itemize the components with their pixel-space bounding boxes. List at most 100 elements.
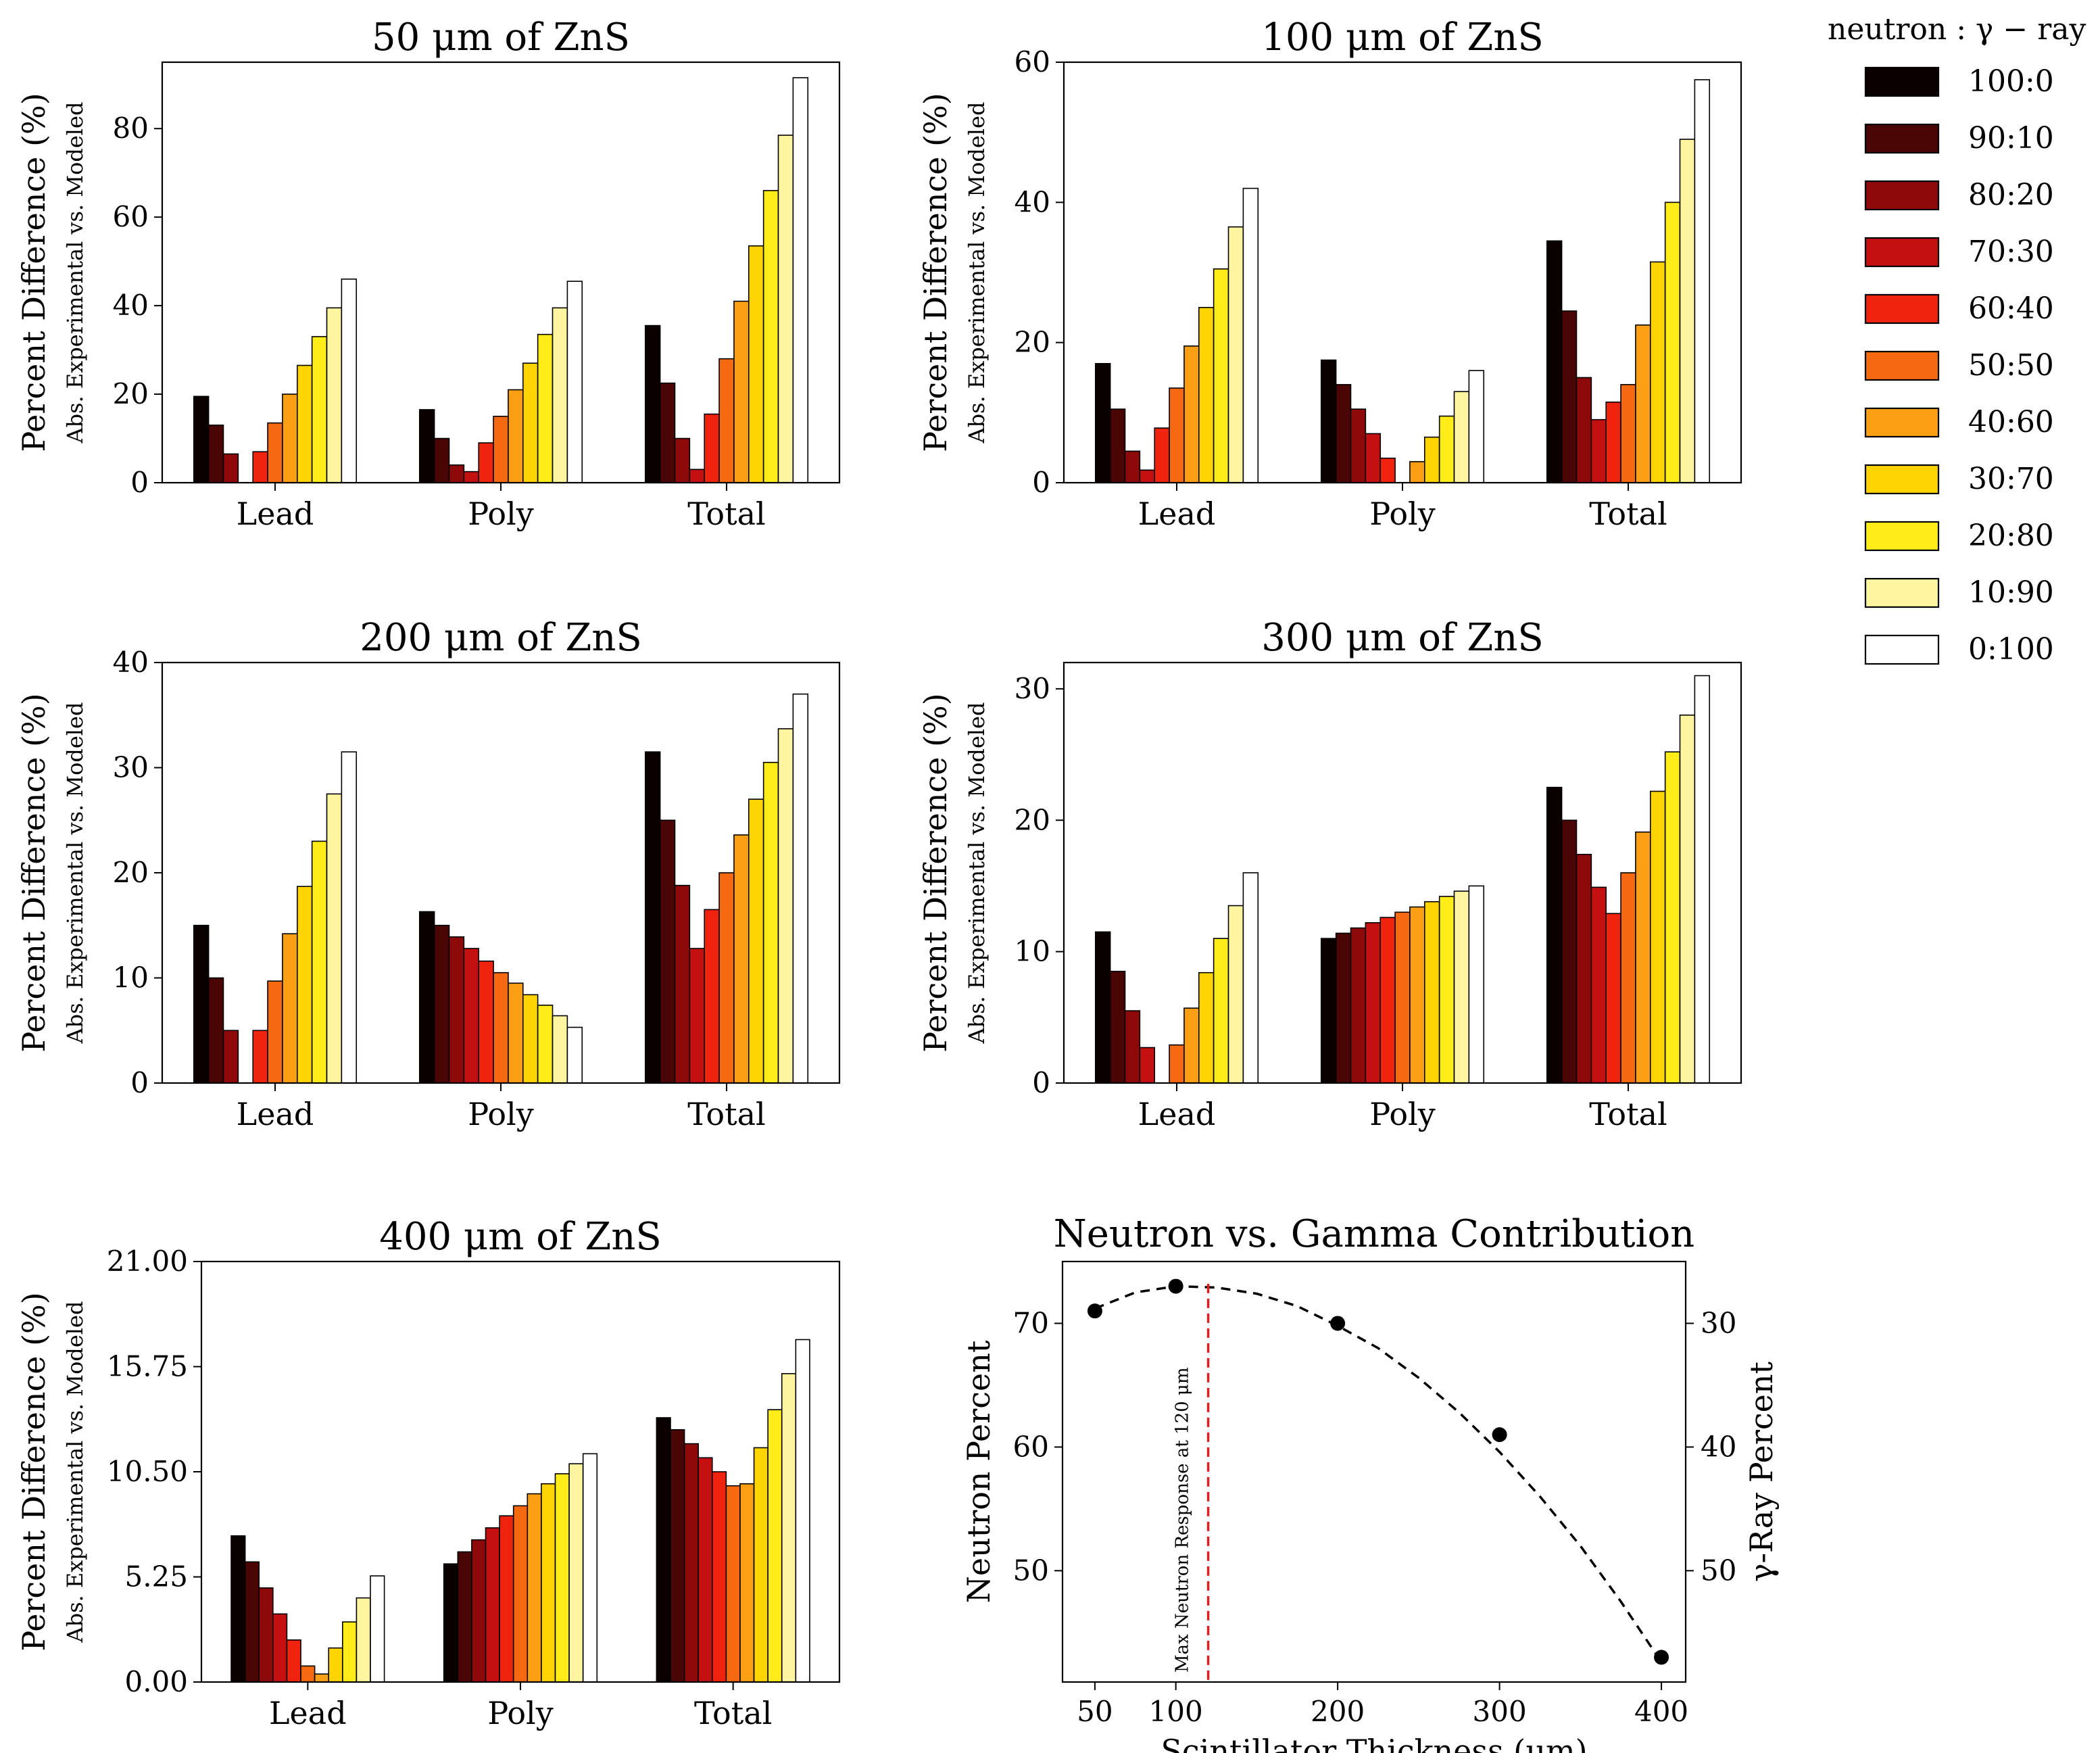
bar-poly-100-0 [418,409,435,483]
bar-total-20-80 [762,190,779,483]
y-axis-label: Neutron Percent [960,1340,997,1603]
bar-lead-0-100 [370,1575,385,1683]
plot-frame [1063,661,1742,1084]
fit-curve [1094,1284,1663,1663]
bar-poly-0-100 [1468,885,1485,1084]
legend-swatch-0-100 [1864,634,1940,665]
y-tick-label: 30 [1015,672,1050,705]
bar-lead-80-20 [1124,450,1141,483]
y-tick-label: 0 [1032,1066,1050,1099]
x-tick-label: Total [687,1096,765,1132]
x-axis-label: Scintillator Thickness (μm) [1161,1733,1587,1753]
bar-total-10-90 [1679,714,1696,1084]
bar-poly-50-50 [493,971,509,1084]
neutron-gamma-chart: Neutron vs. Gamma Contribution Max Neutro… [960,1212,1780,1753]
y-tick-label: 10 [113,961,149,994]
bar-lead-30-70 [1198,307,1215,483]
bar-total-40-60 [1635,831,1651,1084]
bar-total-20-80 [1664,201,1681,483]
y-axis-sublabel: Abs. Experimental vs. Modeled [964,702,990,1044]
data-point [1492,1427,1507,1443]
bar-lead-50-50 [267,422,283,483]
bar-poly-100-0 [443,1563,459,1683]
bar-lead-100-0 [193,924,210,1084]
bar-lead-40-60 [1183,1007,1200,1084]
y-axis-label: Percent Difference (%) [917,693,954,1052]
x-tick-label: Total [1589,1096,1667,1132]
y-tick-label: 60 [1013,1430,1049,1463]
bar-lead-70-30 [1139,1047,1156,1084]
bar-poly-60-40 [499,1515,514,1683]
x-tick-label: Poly [1369,496,1435,532]
bar-lead-30-70 [1198,971,1215,1084]
bar-total-70-30 [689,948,706,1084]
bar-poly-70-30 [1365,922,1382,1084]
bar-chart-3: 200 μm of ZnS Lead Poly Total 0 10 20 30 40 Perce… [16,616,841,1132]
bar-total-70-30 [689,469,706,483]
bar-total-40-60 [739,1483,755,1683]
data-point [1654,1650,1669,1665]
bar-total-0-100 [792,693,809,1084]
bar-poly-90-10 [433,924,450,1084]
bar-lead-60-40 [286,1639,301,1683]
bar-total-90-10 [659,382,676,483]
legend-swatch-90-10 [1864,123,1940,154]
y-tick-label: 30 [113,751,149,784]
bar-poly-40-60 [508,389,524,483]
plot-frame [1063,61,1742,484]
y-axis-sublabel: Abs. Experimental vs. Modeled [62,102,88,444]
bar-poly-40-60 [508,982,524,1084]
plot-frame [200,1260,841,1683]
bar-lead-0-100 [341,751,358,1084]
bar-lead-0-100 [341,279,358,483]
x-tick-label: 100 [1149,1695,1203,1728]
bar-poly-20-80 [1438,415,1455,483]
y-tick-label: 40 [113,646,149,679]
y-tick-label: 20 [113,856,149,889]
bar-lead-30-70 [328,1647,343,1683]
bar-poly-30-70 [522,362,539,483]
bar-lead-90-10 [207,977,224,1084]
y2-tick-label: 30 [1701,1306,1736,1339]
bar-poly-10-90 [1453,890,1470,1084]
legend-label-100-0: 100:0 [1968,64,2054,99]
bar-total-10-90 [781,1373,797,1683]
bar-total-20-80 [762,761,779,1084]
bar-poly-10-90 [552,1015,568,1084]
bar-total-100-0 [656,1417,671,1683]
x-tick-label: 400 [1634,1695,1688,1728]
bar-total-60-40 [704,909,720,1084]
bar-poly-0-100 [1468,370,1485,483]
y-axis-sublabel: Abs. Experimental vs. Modeled [62,1301,88,1643]
bar-lead-90-10 [207,425,224,483]
bar-poly-20-80 [537,1005,554,1084]
bar-poly-80-20 [448,464,465,483]
bar-total-0-100 [795,1339,810,1683]
legend-label-70-30: 70:30 [1968,235,2054,269]
bar-poly-90-10 [1335,932,1352,1084]
bar-lead-50-50 [267,980,283,1084]
bar-total-70-30 [698,1457,713,1683]
legend-swatch-30-70 [1864,464,1940,495]
bar-total-10-90 [1679,139,1696,483]
bar-total-90-10 [670,1429,685,1683]
legend: neutron : γ − ray 100:0 90:10 80:20 70:30 60:… [1828,12,2086,667]
x-tick-label: Lead [269,1695,347,1731]
bar-charts: 50 μm of ZnS Lead Poly Total 0 20 40 60 80 Percen… [16,16,1742,1731]
bar-poly-60-40 [1379,457,1396,483]
bar-total-20-80 [1664,751,1681,1084]
y-axis-label: Percent Difference (%) [16,1292,52,1651]
bar-lead-60-40 [1154,427,1170,483]
bar-lead-60-40 [252,1030,268,1084]
bar-lead-100-0 [1094,931,1111,1084]
bar-poly-90-10 [433,437,450,483]
x-tick-label: 50 [1077,1695,1113,1728]
legend-label-80-20: 80:20 [1968,178,2054,212]
bar-total-100-0 [1546,786,1563,1084]
bar-total-50-50 [718,872,735,1084]
bar-poly-60-40 [478,442,494,483]
y2-axis-label: γ-Ray Percent [1743,1362,1780,1582]
legend-swatch-60-40 [1864,293,1940,325]
plot-frame [161,661,841,1084]
